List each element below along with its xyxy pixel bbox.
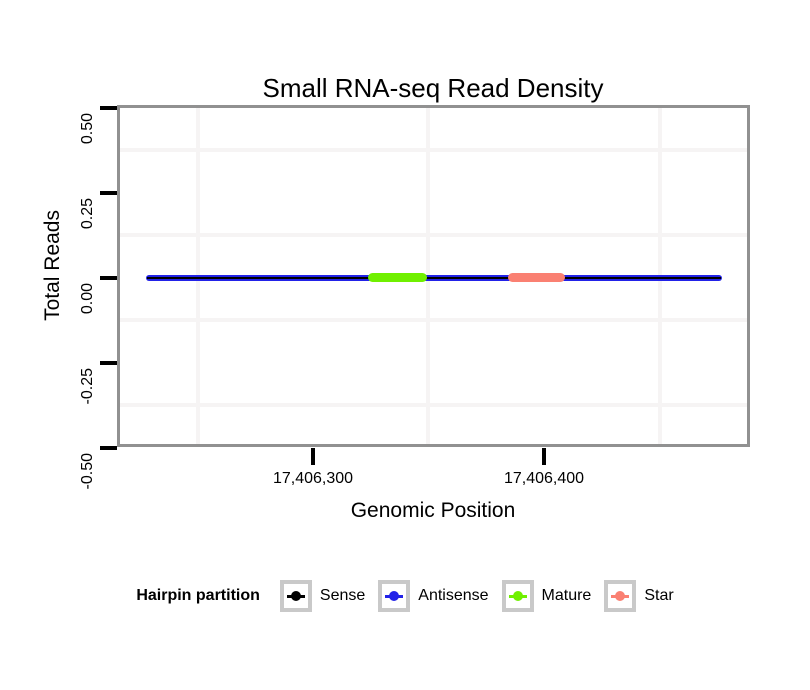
sense-line xyxy=(147,277,721,279)
y-axis-tick-label: -0.25 xyxy=(79,368,96,405)
x-axis-tick xyxy=(311,448,315,465)
horizontal-gridline xyxy=(120,318,747,322)
x-axis-tick-label: 17,406,400 xyxy=(503,470,585,487)
x-axis-title: Genomic Position xyxy=(350,499,516,522)
legend: Hairpin partition Sense Antisense Mature xyxy=(0,580,810,612)
y-axis-tick-label: 0.50 xyxy=(79,113,96,145)
horizontal-gridline xyxy=(120,233,747,237)
mature-segment xyxy=(368,273,427,282)
dot-sample-icon xyxy=(512,591,523,601)
y-axis-tick xyxy=(100,361,117,365)
x-axis-tick-label: 17,406,300 xyxy=(272,470,354,487)
legend-label: Sense xyxy=(319,587,366,604)
legend-label: Mature xyxy=(541,587,592,604)
y-axis-tick-label: 0.00 xyxy=(79,283,96,315)
legend-item-mature: Mature xyxy=(501,580,592,612)
chart-title: Small RNA-seq Read Density xyxy=(262,73,604,103)
legend-item-star: Star xyxy=(604,580,674,612)
star-segment xyxy=(508,273,565,282)
y-axis-tick xyxy=(100,106,117,110)
plot-panel xyxy=(117,105,750,447)
hairpin-baseline-sense-antisense xyxy=(146,275,722,281)
dot-sample-icon xyxy=(389,591,400,601)
y-axis-tick xyxy=(100,276,117,280)
y-axis-tick-label: -0.50 xyxy=(79,453,96,490)
legend-item-antisense: Antisense xyxy=(378,580,489,612)
legend-key-sense xyxy=(279,580,312,612)
legend-title: Hairpin partition xyxy=(136,587,260,604)
y-axis-tick xyxy=(100,191,117,195)
dot-sample-icon xyxy=(290,591,301,601)
legend-label: Star xyxy=(644,587,674,604)
legend-key-antisense xyxy=(378,580,411,612)
legend-label: Antisense xyxy=(418,587,489,604)
y-axis-tick xyxy=(100,446,117,450)
x-axis-tick xyxy=(542,448,546,465)
dot-sample-icon xyxy=(615,591,626,601)
horizontal-gridline xyxy=(120,403,747,407)
y-axis-tick-label: 0.25 xyxy=(79,198,96,230)
legend-key-mature xyxy=(501,580,534,612)
horizontal-gridline xyxy=(120,148,747,152)
legend-item-sense: Sense xyxy=(279,580,366,612)
legend-key-star xyxy=(604,580,637,612)
y-axis-title: Total Reads xyxy=(41,210,64,321)
